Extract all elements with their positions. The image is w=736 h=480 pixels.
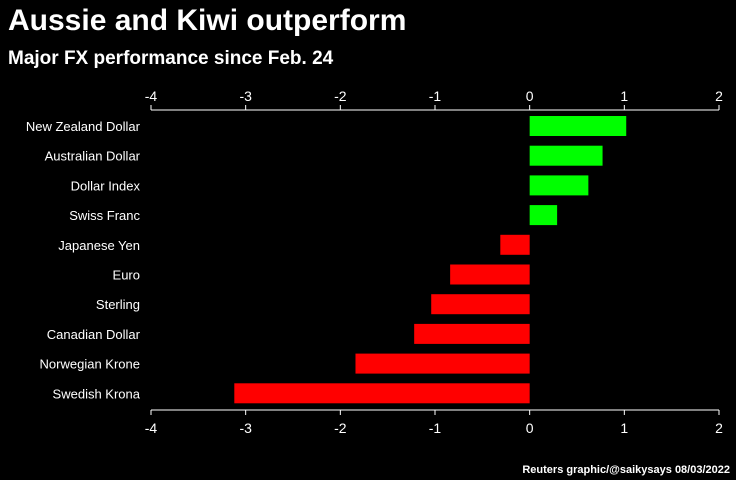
category-label-sterling: Sterling — [96, 297, 140, 312]
bottom-tick-label: 2 — [715, 420, 723, 436]
category-label-norwegian-krone: Norwegian Krone — [40, 357, 140, 372]
bottom-tick-label: 1 — [620, 420, 628, 436]
category-label-euro: Euro — [113, 268, 140, 283]
credit-line: Reuters graphic/@saikysays 08/03/2022 — [522, 464, 730, 476]
category-label-japanese-yen: Japanese Yen — [58, 238, 140, 253]
bar-canadian-dollar — [414, 323, 530, 344]
chart-subtitle: Major FX performance since Feb. 24 — [8, 48, 334, 69]
category-label-dollar-index: Dollar Index — [71, 178, 141, 193]
category-label-australian-dollar: Australian Dollar — [45, 149, 141, 164]
bottom-tick-label: -2 — [334, 420, 347, 436]
category-label-canadian-dollar: Canadian Dollar — [47, 327, 141, 342]
top-tick-label: -3 — [239, 88, 252, 104]
bottom-tick-label: 0 — [526, 420, 534, 436]
bar-norwegian-krone — [355, 353, 530, 374]
top-tick-label: 1 — [620, 88, 628, 104]
bar-sterling — [431, 294, 530, 315]
bottom-axis: -4 -3 -2 -1 0 1 2 — [145, 409, 723, 436]
bottom-tick-label: -3 — [239, 420, 252, 436]
bar-australian-dollar — [529, 145, 603, 166]
bars-group — [234, 116, 627, 404]
top-tick-label: 2 — [715, 88, 723, 104]
top-tick-label: -1 — [429, 88, 442, 104]
bar-new-zealand-dollar — [529, 116, 627, 136]
bottom-tick-label: -1 — [429, 420, 442, 436]
top-axis: -4 -3 -2 -1 0 1 2 — [145, 88, 723, 111]
bar-dollar-index — [529, 175, 589, 196]
category-label-swiss-franc: Swiss Franc — [69, 208, 140, 223]
bar-euro — [450, 264, 530, 285]
category-label-new-zealand-dollar: New Zealand Dollar — [26, 119, 141, 134]
bar-japanese-yen — [500, 234, 530, 255]
bar-swiss-franc — [529, 205, 558, 226]
chart-title: Aussie and Kiwi outperform — [8, 4, 407, 37]
bottom-tick-label: -4 — [145, 420, 158, 436]
bar-swedish-krona — [234, 383, 530, 404]
category-labels: New Zealand Dollar Australian Dollar Dolla… — [26, 119, 141, 401]
category-label-swedish-krona: Swedish Krona — [53, 386, 141, 401]
top-tick-label: 0 — [526, 88, 534, 104]
top-tick-label: -2 — [334, 88, 347, 104]
top-tick-label: -4 — [145, 88, 158, 104]
